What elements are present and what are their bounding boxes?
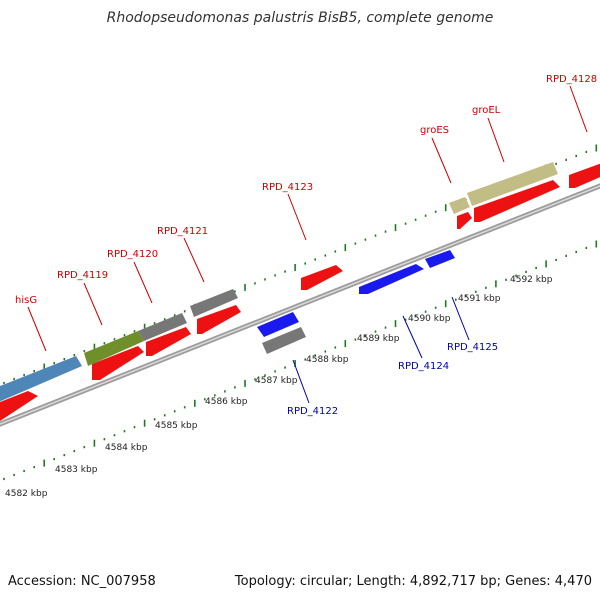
gene-label-groes: groES (420, 125, 449, 136)
gene-label-hisg: hisG (15, 295, 37, 306)
gene-block[interactable] (84, 331, 144, 366)
gene-block[interactable] (359, 264, 424, 294)
gene-label-rpd-4128: RPD_4128 (546, 74, 597, 85)
gene-block[interactable] (0, 391, 38, 421)
gene-block[interactable] (301, 265, 343, 290)
gene-block[interactable] (467, 162, 558, 206)
kbp-label-4585: 4585 kbp (155, 421, 198, 431)
gene-label-rpd-4125: RPD_4125 (447, 342, 498, 353)
kbp-label-4587: 4587 kbp (255, 376, 298, 386)
map-title: Rhodopseudomonas palustris BisB5, comple… (106, 10, 494, 26)
kbp-label-4588: 4588 kbp (306, 355, 349, 365)
summary-text: Topology: circular; Length: 4,892,717 bp… (234, 574, 592, 589)
gene-block[interactable] (474, 180, 560, 222)
gene-block[interactable] (146, 327, 191, 356)
gene-block[interactable] (138, 313, 187, 341)
gene-block[interactable] (569, 162, 600, 188)
gene-block[interactable] (262, 327, 306, 354)
gene-label-rpd-4120: RPD_4120 (107, 249, 158, 260)
gene-block[interactable] (257, 312, 299, 337)
gene-block[interactable] (190, 289, 238, 317)
callout-lines (27, 85, 588, 404)
gene-block[interactable] (0, 356, 82, 404)
kbp-label-4590: 4590 kbp (408, 314, 451, 324)
gene-block[interactable] (425, 250, 455, 268)
gene-block[interactable] (92, 346, 144, 380)
lower-gene-labels: RPD_4122 RPD_4124 RPD_4125 (287, 342, 498, 417)
gene-label-groel: groEL (472, 105, 501, 116)
kbp-label-4584: 4584 kbp (105, 443, 148, 453)
kbp-label-4592: 4592 kbp (510, 275, 553, 285)
kbp-label-4589: 4589 kbp (357, 334, 400, 344)
accession-text: Accession: NC_007958 (8, 574, 156, 589)
kbp-labels: 4582 kbp 4583 kbp 4584 kbp 4585 kbp 4586… (5, 275, 553, 499)
upper-gene-labels: hisG RPD_4119 RPD_4120 RPD_4121 RPD_4123… (15, 74, 597, 306)
gene-label-rpd-4119: RPD_4119 (57, 270, 108, 281)
lower-tick-row (3, 240, 598, 481)
gene-block[interactable] (197, 305, 241, 334)
kbp-label-4583: 4583 kbp (55, 465, 98, 475)
lower-gene-row (257, 250, 455, 354)
gene-block[interactable] (449, 197, 470, 214)
backbone (0, 183, 600, 427)
gene-label-rpd-4123: RPD_4123 (262, 182, 313, 193)
upper-inner-row (0, 162, 600, 421)
kbp-label-4591: 4591 kbp (458, 294, 501, 304)
gene-label-rpd-4124: RPD_4124 (398, 361, 449, 372)
gene-label-rpd-4122: RPD_4122 (287, 406, 338, 417)
gene-block[interactable] (457, 212, 472, 229)
kbp-label-4582: 4582 kbp (5, 489, 48, 499)
kbp-label-4586: 4586 kbp (205, 397, 248, 407)
gene-label-rpd-4121: RPD_4121 (157, 226, 208, 237)
upper-outer-row (0, 162, 558, 404)
